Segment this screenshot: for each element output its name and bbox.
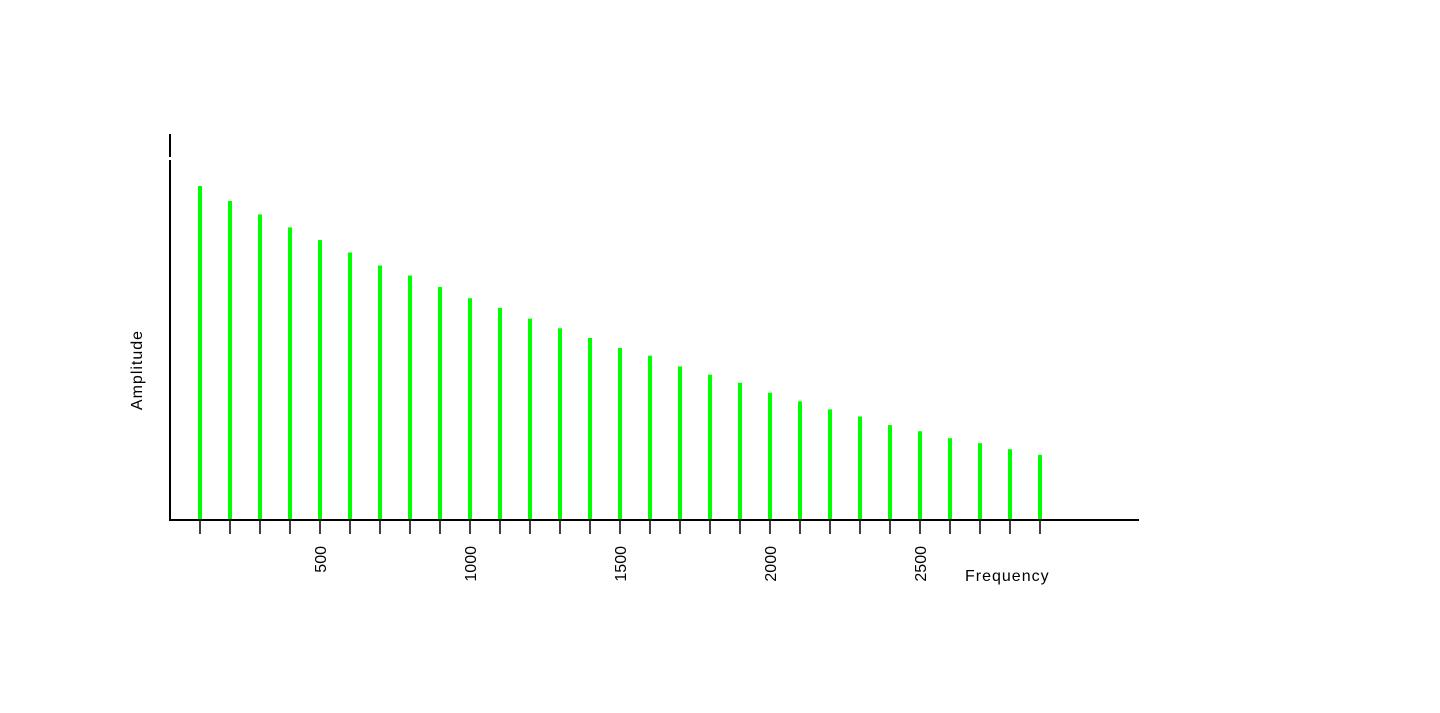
x-tick-label-2500: 2500 (913, 546, 930, 582)
bar-900 (438, 286, 442, 520)
bar-2900 (1038, 454, 1042, 520)
bar-1100 (498, 307, 502, 520)
x-tick-labels-group: 500 1000 1500 2000 2500 (313, 546, 930, 582)
bar-2100 (798, 401, 802, 520)
bar-2000 (768, 392, 772, 520)
bar-1500 (618, 348, 622, 520)
bar-1300 (558, 328, 562, 520)
bar-100 (198, 186, 202, 520)
bar-2800 (1008, 449, 1012, 520)
bar-1600 (648, 355, 652, 520)
x-tick-label-1500: 1500 (613, 546, 630, 582)
x-tick-label-500: 500 (313, 546, 330, 573)
bar-2700 (978, 443, 982, 520)
bar-2600 (948, 438, 952, 520)
bar-300 (258, 214, 262, 520)
bar-200 (228, 201, 232, 520)
bar-1800 (708, 374, 712, 520)
bar-1900 (738, 382, 742, 520)
bar-1700 (678, 366, 682, 520)
bar-400 (288, 227, 292, 520)
y-axis-title: Amplitude (129, 330, 146, 410)
x-tick-label-1000: 1000 (463, 546, 480, 582)
bar-2500 (918, 431, 922, 520)
x-axis-title: Frequency (965, 568, 1050, 585)
bar-600 (348, 252, 352, 520)
bar-2400 (888, 425, 892, 520)
axes-group (169, 134, 1139, 521)
bar-700 (378, 265, 382, 520)
bar-2300 (858, 416, 862, 520)
bar-500 (318, 240, 322, 520)
bar-1200 (528, 318, 532, 520)
bar-800 (408, 275, 412, 520)
x-tick-label-2000: 2000 (763, 546, 780, 582)
bar-1400 (588, 338, 592, 520)
bar-2200 (828, 409, 832, 520)
x-ticks-group (199, 520, 1041, 534)
bar-1000 (468, 298, 472, 520)
bars-group (198, 186, 1042, 520)
